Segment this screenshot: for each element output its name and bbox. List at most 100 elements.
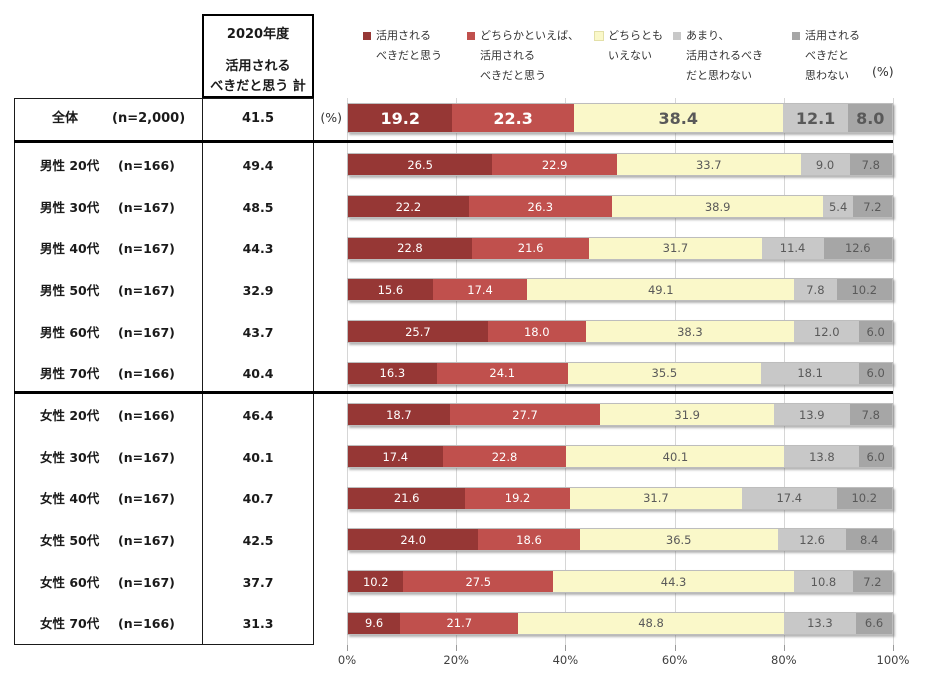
bar-value-label: 7.2	[863, 574, 882, 589]
bar-segment: 24.0	[348, 529, 479, 551]
bar-value-label: 5.4	[828, 199, 848, 214]
table-row-label: 男性 20代	[40, 158, 100, 173]
bar-value-label: 17.4	[776, 491, 803, 506]
bar-segment: 31.7	[589, 237, 762, 259]
section-divider-total	[14, 140, 893, 143]
legend-item: 活用される べきだと思う	[363, 26, 442, 66]
bar-value-label: 7.2	[863, 199, 882, 214]
bar-segment: 15.6	[348, 279, 433, 301]
bar-segment: 6.0	[859, 446, 892, 467]
bar-value-label: 18.6	[516, 532, 542, 547]
stacked-bar: 22.2 26.3 38.9 5.4 7.2	[347, 195, 893, 218]
bar-segment: 17.4	[348, 446, 443, 467]
bar-value-label: 21.6	[393, 491, 420, 506]
legend-label-line: どちらかといえば、	[480, 29, 579, 42]
bar-value-label: 22.3	[493, 108, 533, 128]
bar-value-label: 18.1	[797, 366, 823, 381]
table-row-label: 女性 30代	[40, 449, 100, 465]
table-row-label: 男性 70代	[40, 366, 100, 382]
bar-segment: 7.8	[849, 404, 892, 426]
bar-segment: 7.8	[794, 279, 837, 301]
bar-value-label: 18.0	[523, 324, 550, 339]
bar-value-label: 27.7	[512, 407, 538, 422]
bar-value-label: 22.9	[541, 157, 568, 172]
bar-segment: 17.4	[742, 487, 837, 509]
legend-label-line: 思わない	[805, 69, 849, 82]
table-row-total: 42.5	[242, 533, 274, 548]
table-row-total: 40.4	[242, 366, 274, 382]
table-row-n: (n=167)	[118, 241, 175, 257]
bar-value-label: 13.3	[807, 616, 833, 631]
bar-segment: 35.5	[567, 362, 761, 384]
table-row-total: 49.4	[242, 158, 274, 173]
bar-segment: 26.3	[468, 196, 612, 217]
bar-value-label: 25.7	[405, 324, 431, 339]
bar-segment: 49.1	[527, 279, 795, 301]
bar-value-label: 40.1	[662, 449, 689, 464]
bar-segment: 5.4	[823, 196, 853, 217]
bar-segment: 21.6	[471, 237, 590, 259]
bar-value-label: 38.4	[658, 108, 698, 128]
bar-segment: 10.8	[794, 571, 853, 592]
table-row-label: 男性 50代	[40, 283, 100, 298]
bar-segment: 38.3	[585, 321, 795, 342]
table-row-total: 48.5	[242, 199, 274, 215]
percent-unit-label-legend: (%)	[872, 64, 894, 79]
stacked-bar: 21.6 19.2 31.7 17.4 10.2	[347, 486, 893, 510]
bar-segment: 27.5	[403, 571, 554, 592]
bar-value-label: 22.8	[397, 241, 423, 256]
stacked-bar: 16.3 24.1 35.5 18.1 6.0	[347, 361, 893, 385]
table-row-label: 女性 40代	[40, 491, 100, 507]
table-row-total: 40.7	[242, 491, 274, 507]
bar-segment: 12.6	[823, 237, 892, 259]
legend-label: 活用される べきだと思う	[376, 26, 442, 66]
bar-segment: 38.9	[611, 196, 824, 217]
table-row-label: 男性 40代	[40, 241, 100, 257]
table-row-n: (n=166)	[118, 366, 175, 382]
bar-value-label: 9.6	[364, 616, 384, 631]
bar-value-label: 35.5	[651, 366, 678, 381]
bar-value-label: 19.2	[380, 108, 420, 128]
bar-segment: 12.1	[782, 104, 849, 132]
bar-value-label: 48.8	[638, 616, 664, 631]
bar-value-label: 8.0	[856, 108, 885, 128]
legend-label-line: 活用されるべき	[686, 49, 763, 62]
table-row-n: (n=166)	[118, 158, 175, 173]
table-row-n: (n=166)	[118, 616, 175, 632]
bar-segment: 8.0	[848, 104, 892, 132]
stacked-bar: 25.7 18.0 38.3 12.0 6.0	[347, 320, 893, 343]
axis-tick-label: 60%	[661, 653, 688, 667]
axis-tick-label: 20%	[443, 653, 469, 667]
bar-value-label: 19.2	[504, 491, 531, 506]
bar-value-label: 31.9	[674, 407, 700, 422]
legend-label-line: べきだと思う	[480, 69, 546, 82]
bar-value-label: 16.3	[379, 366, 406, 381]
bar-value-label: 31.7	[662, 241, 689, 256]
bar-segment: 11.4	[761, 237, 824, 259]
bar-value-label: 31.7	[643, 491, 669, 506]
table-row-total: 40.1	[242, 449, 274, 465]
table-row-n: (n=167)	[118, 574, 175, 590]
table-row-label: 女性 70代	[40, 616, 100, 632]
bar-value-label: 9.0	[815, 157, 835, 172]
bar-segment: 22.9	[492, 154, 617, 176]
stacked-bar: 9.6 21.7 48.8 13.3 6.6	[347, 611, 893, 635]
legend-item: 活用される べきだと 思わない	[792, 26, 860, 86]
bar-value-label: 10.2	[362, 574, 389, 589]
bar-segment: 13.8	[784, 446, 860, 467]
table-row-label: 女性 60代	[40, 574, 100, 590]
gridline	[893, 98, 894, 645]
legend-label-line: 活用される	[805, 29, 860, 42]
bar-segment: 36.5	[579, 529, 778, 551]
bar-value-label: 10.2	[851, 491, 878, 506]
table-row-n: (n=167)	[118, 533, 175, 548]
bar-value-label: 36.5	[665, 532, 692, 547]
bar-segment: 18.7	[348, 404, 450, 426]
table-row-n: (n=2,000)	[112, 111, 186, 126]
stacked-bar: 26.5 22.9 33.7 9.0 7.8	[347, 153, 893, 177]
bar-value-label: 7.8	[861, 407, 880, 422]
total-column-header: 2020年度 活用される べきだと思う 計	[202, 14, 314, 98]
bar-segment: 19.2	[465, 487, 570, 509]
axis-tick-label: 0%	[337, 653, 357, 667]
bar-segment: 9.0	[800, 154, 850, 176]
